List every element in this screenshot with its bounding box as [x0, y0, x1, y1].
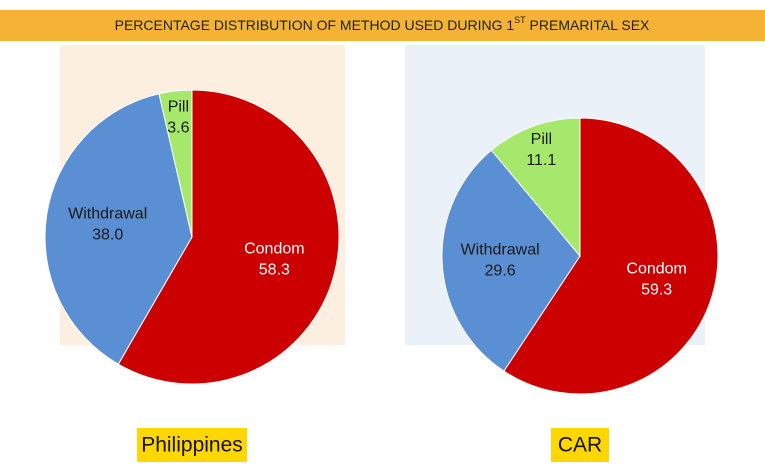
title-sup: ST — [514, 15, 526, 25]
pie-slice — [490, 117, 581, 258]
country-label: CAR — [558, 434, 602, 457]
slice-label: Condom — [244, 240, 304, 257]
pie-slice — [158, 89, 193, 238]
slice-value: 29.6 — [485, 263, 516, 280]
pie-slice — [441, 149, 581, 372]
slice-label: Pill — [168, 98, 189, 115]
pie-slice — [44, 93, 193, 365]
pie-slice — [117, 89, 340, 385]
chart-title: PERCENTAGE DISTRIBUTION OF METHOD USED D… — [115, 15, 650, 32]
slice-value: 59.3 — [641, 281, 672, 298]
country-box — [137, 428, 247, 462]
slice-value: 11.1 — [526, 152, 556, 169]
slice-value: 3.6 — [167, 119, 189, 136]
title-part: PERCENTAGE DISTRIBUTION OF METHOD USED D… — [115, 17, 515, 33]
slice-value: 58.3 — [259, 261, 290, 278]
slice-label: Withdrawal — [461, 242, 540, 259]
title-part: PREMARITAL SEX — [526, 17, 650, 33]
pie-slice — [503, 117, 719, 395]
slice-value: 38.0 — [92, 227, 123, 244]
country-box — [551, 428, 609, 462]
slice-label: Withdrawal — [68, 206, 147, 223]
title-banner — [0, 10, 765, 41]
slice-label: Pill — [531, 131, 552, 148]
slice-label: Condom — [626, 260, 686, 277]
country-label: Philippines — [141, 434, 243, 457]
